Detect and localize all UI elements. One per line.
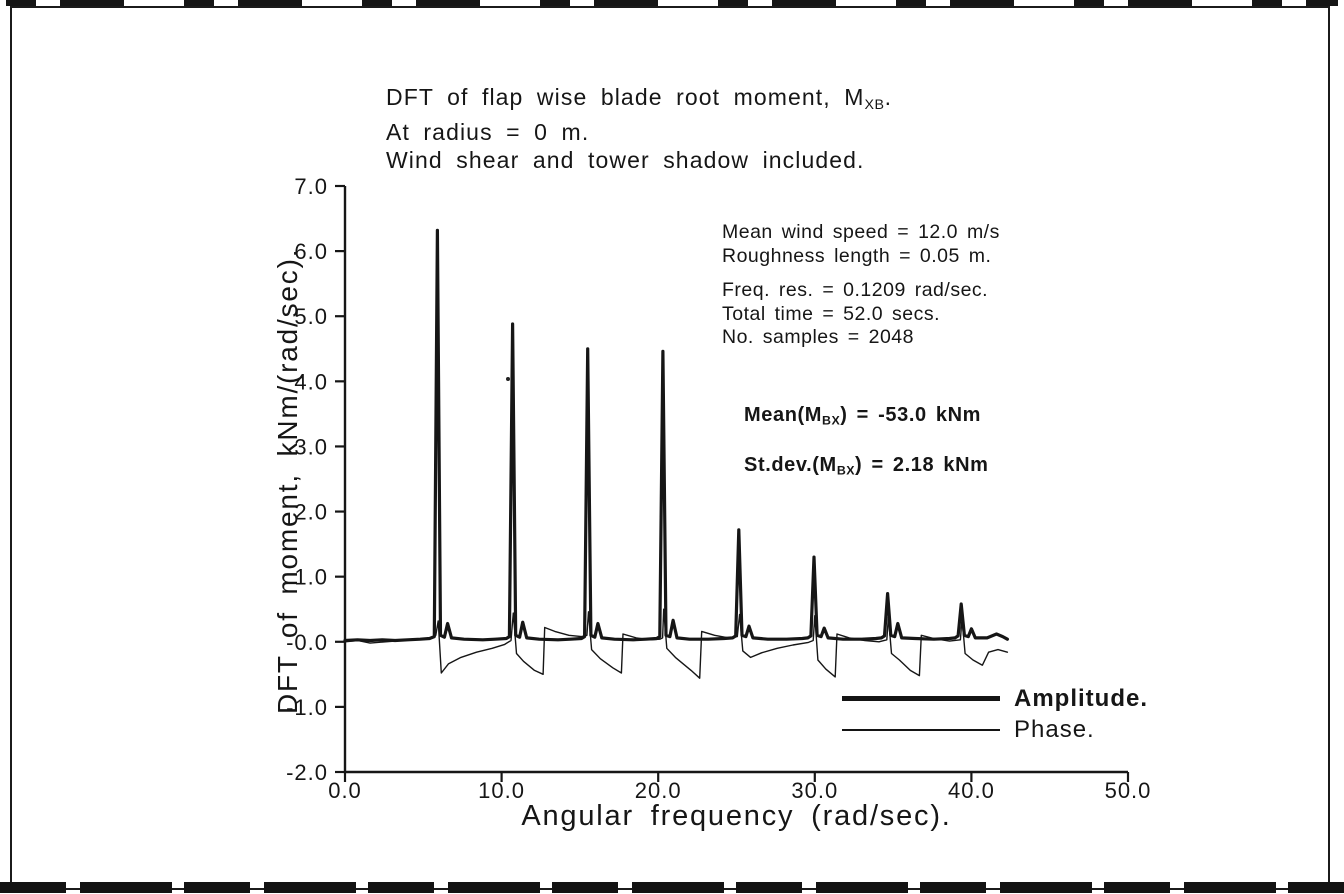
y-tick-label: 5.0 — [294, 304, 328, 329]
y-tick-label: 7.0 — [294, 174, 328, 199]
annotation-total-time: Total time = 52.0 secs. — [722, 302, 941, 325]
y-tick-label: -2.0 — [286, 760, 328, 785]
y-tick-label: 1.0 — [294, 565, 328, 590]
x-tick-label: 10.0 — [478, 778, 525, 803]
stdev-subscript: BX — [836, 463, 856, 478]
x-tick-label: 0.0 — [328, 778, 362, 803]
scan-artifact-top — [6, 0, 1338, 6]
annotation-freq-res: Freq. res. = 0.1209 rad/sec. — [722, 279, 989, 301]
series-phase — [344, 608, 1009, 679]
scan-artifact-bottom — [0, 882, 1344, 893]
scan-speck — [506, 377, 510, 381]
mean-value: ) = -53.0 kNm — [840, 404, 982, 426]
phase-line-sample — [842, 728, 1000, 731]
legend-item-phase: Phase. — [842, 714, 1148, 745]
x-tick-label: 50.0 — [1105, 778, 1152, 803]
stdev-prefix: St.dev.(M — [744, 454, 837, 476]
annotation-mean-wind-speed: Mean wind speed = 12.0 m/s — [722, 221, 1000, 243]
y-tick-label: -0.0 — [286, 630, 328, 655]
mean-prefix: Mean(M — [744, 404, 823, 426]
y-axis-label: DFT of moment, kNm/(rad/sec). — [272, 247, 303, 715]
title-line-2: At radius = 0 m. — [386, 119, 590, 146]
annotation-num-samples: No. samples = 2048 — [722, 326, 914, 348]
chart-title: DFT of flap wise blade root moment, MXB.… — [386, 84, 892, 174]
x-tick-label: 30.0 — [791, 778, 838, 803]
annotation-roughness-length: Roughness length = 0.05 m. — [722, 244, 992, 267]
title-line-3: Wind shear and tower shadow included. — [386, 146, 865, 173]
mean-subscript: BX — [822, 413, 841, 428]
title-subscript: XB — [864, 96, 885, 113]
y-tick-label: 4.0 — [294, 369, 328, 394]
amplitude-line-sample — [842, 696, 1000, 701]
y-tick-label: 6.0 — [294, 239, 328, 264]
annotation-mean-moment: Mean(MBX) = -53.0 kNm — [744, 404, 981, 427]
series-amplitude — [343, 228, 1010, 643]
stdev-value: ) = 2.18 kNm — [855, 454, 989, 476]
title-line-1-text: DFT of flap wise blade root moment, M — [386, 84, 865, 110]
legend: Amplitude. Phase. — [842, 683, 1148, 745]
x-axis-label: Angular frequency (rad/sec). — [521, 800, 952, 832]
title-line-1-suffix: . — [884, 84, 893, 110]
annotation-stdev-moment: St.dev.(MBX) = 2.18 kNm — [744, 454, 989, 477]
annotation-sampling: Freq. res. = 0.1209 rad/sec. Total time … — [722, 279, 988, 350]
x-tick-label: 20.0 — [635, 778, 682, 803]
legend-label-phase: Phase. — [1014, 715, 1095, 743]
y-tick-label: 2.0 — [294, 500, 328, 525]
legend-item-amplitude: Amplitude. — [842, 683, 1148, 714]
x-tick-label: 40.0 — [948, 778, 995, 803]
annotation-wind-conditions: Mean wind speed = 12.0 m/s Roughness len… — [722, 221, 1000, 268]
title-line-1: DFT of flap wise blade root moment, MXB. — [386, 84, 892, 119]
y-tick-label: -1.0 — [286, 695, 328, 720]
y-tick-label: 3.0 — [294, 434, 328, 459]
legend-label-amplitude: Amplitude. — [1014, 684, 1148, 712]
